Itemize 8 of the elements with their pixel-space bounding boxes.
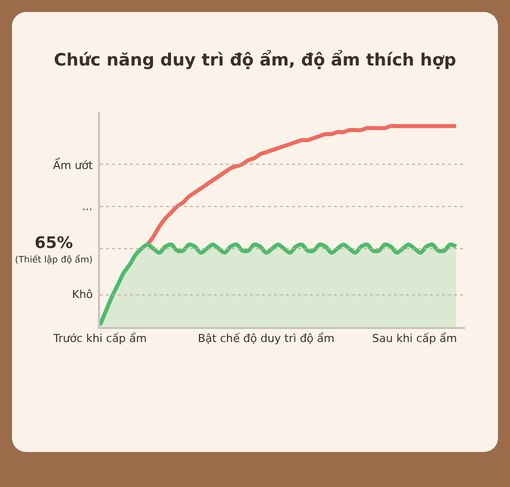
- ref-line-label: Ẩm ướt: [53, 157, 94, 172]
- chart-title: Chức năng duy trì độ ẩm, độ ẩm thích hợp: [54, 49, 456, 70]
- x-tick-label: Sau khi cấp ẩm: [372, 332, 457, 346]
- ref-line-label: Khô: [72, 288, 94, 301]
- x-tick-label: Bật chế độ duy trì độ ẩm: [198, 332, 334, 346]
- x-tick-label: Trước khi cấp ẩm: [52, 332, 147, 346]
- ref-line-label: 65% (Thiết lập độ ẩm): [15, 233, 93, 266]
- ref-line-label: ...: [82, 200, 92, 213]
